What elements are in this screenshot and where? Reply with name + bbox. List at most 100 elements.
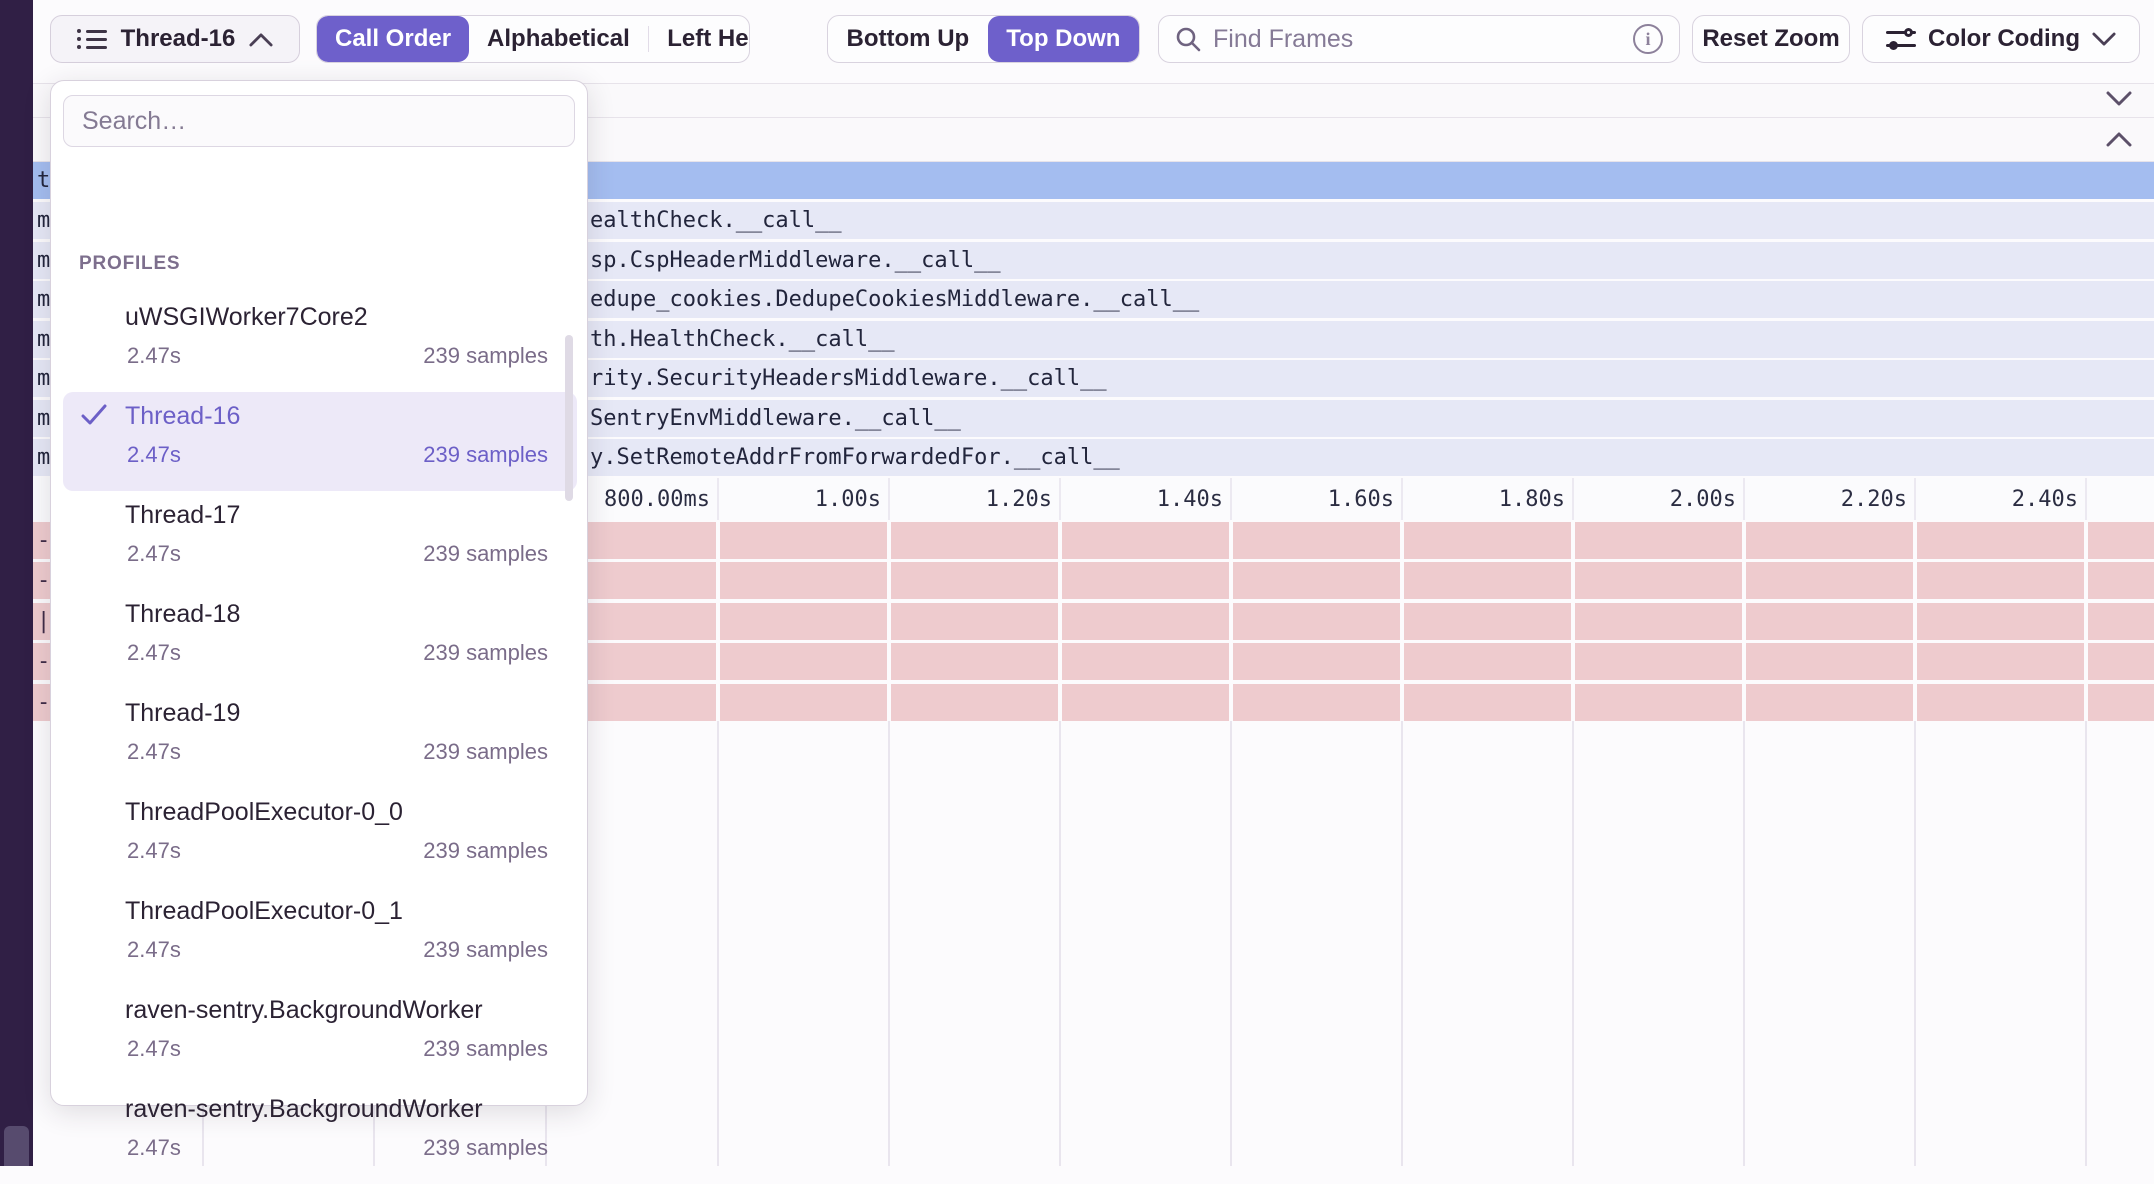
pink-row-separator xyxy=(1742,522,1746,721)
time-gridline xyxy=(1059,721,1061,1166)
thread-selector-button[interactable]: Thread-16 xyxy=(50,15,300,63)
frame-function-name: th.HealthCheck.__call__ xyxy=(590,327,895,352)
time-gridline xyxy=(2085,721,2087,1166)
chevron-down-icon[interactable] xyxy=(2106,91,2132,107)
dropdown-scrollbar-thumb[interactable] xyxy=(565,335,573,501)
time-axis-label: 1.60s xyxy=(1327,487,1394,512)
thread-option-samples: 239 samples xyxy=(423,1135,548,1160)
thread-option-duration: 2.47s xyxy=(127,640,181,665)
thread-option-raven-sentry.backgroundworker[interactable]: raven-sentry.BackgroundWorker 2.47s 239 sa… xyxy=(63,986,577,1085)
pink-row-separator xyxy=(2084,522,2088,721)
info-icon[interactable]: i xyxy=(1633,24,1663,54)
pink-row-separator xyxy=(1913,522,1917,721)
find-frames-input[interactable]: Find Frames i xyxy=(1158,15,1680,63)
frame-text-fragment: - xyxy=(37,649,51,674)
frame-text-fragment: m xyxy=(37,406,51,431)
thread-option-samples: 239 samples xyxy=(423,838,548,863)
thread-option-thread-18[interactable]: Thread-18 2.47s 239 samples xyxy=(63,590,577,689)
time-axis-label: 1.00s xyxy=(814,487,881,512)
thread-option-samples: 239 samples xyxy=(423,1036,548,1061)
time-gridline xyxy=(1230,721,1232,1166)
time-axis-tick xyxy=(1914,478,1916,520)
frame-text-fragment: t xyxy=(37,168,51,193)
thread-option-name: raven-sentry.BackgroundWorker xyxy=(125,996,483,1024)
thread-option-raven-sentry.backgroundworker[interactable]: raven-sentry.BackgroundWorker 2.47s 239 sa… xyxy=(63,1085,577,1184)
pink-row-separator xyxy=(887,522,891,721)
frame-text-fragment: m xyxy=(37,248,51,273)
frame-text-fragment: - xyxy=(37,528,51,553)
thread-option-samples: 239 samples xyxy=(423,442,548,467)
time-axis-tick xyxy=(1401,478,1403,520)
thread-option-threadpoolexecutor-0_1[interactable]: ThreadPoolExecutor-0_1 2.47s 239 samples xyxy=(63,887,577,986)
thread-option-duration: 2.47s xyxy=(127,1036,181,1061)
dropdown-search-input[interactable]: Search… xyxy=(63,95,575,147)
thread-option-name: Thread-18 xyxy=(125,600,241,628)
color-coding-label: Color Coding xyxy=(1928,25,2080,52)
segment-option-alphabetical[interactable]: Alphabetical xyxy=(469,16,648,62)
left-sidebar-strip xyxy=(0,0,33,1166)
segment-option-left-heavy[interactable]: Left Heavy xyxy=(649,16,749,62)
thread-option-name: Thread-19 xyxy=(125,699,241,727)
dropdown-search-placeholder: Search… xyxy=(82,106,187,135)
thread-option-samples: 239 samples xyxy=(423,640,548,665)
frame-text-fragment: m xyxy=(37,445,51,470)
time-gridline xyxy=(1401,721,1403,1166)
segment-option-top-down[interactable]: Top Down xyxy=(987,16,1139,62)
chevron-down-icon xyxy=(2092,32,2116,45)
thread-option-samples: 239 samples xyxy=(423,541,548,566)
find-frames-placeholder: Find Frames xyxy=(1213,24,1354,53)
frame-text-fragment: m xyxy=(37,366,51,391)
frame-function-name: sp.CspHeaderMiddleware.__call__ xyxy=(590,248,1001,273)
thread-option-name: ThreadPoolExecutor-0_0 xyxy=(125,798,403,826)
thread-option-threadpoolexecutor-0_0[interactable]: ThreadPoolExecutor-0_0 2.47s 239 samples xyxy=(63,788,577,887)
chevron-up-icon xyxy=(249,33,273,46)
time-gridline xyxy=(1914,721,1916,1166)
segment-option-call-order[interactable]: Call Order xyxy=(317,16,470,62)
time-axis-tick xyxy=(717,478,719,520)
frame-function-name: y.SetRemoteAddrFromForwardedFor.__call__ xyxy=(590,445,1120,470)
segment-option-bottom-up[interactable]: Bottom Up xyxy=(828,16,988,62)
segment-divider xyxy=(647,26,650,52)
thread-option-name: Thread-17 xyxy=(125,501,241,529)
thread-option-duration: 2.47s xyxy=(127,343,181,368)
thread-option-name: ThreadPoolExecutor-0_1 xyxy=(125,897,403,925)
pink-row-separator xyxy=(1058,522,1062,721)
thread-list-icon xyxy=(76,29,107,49)
frame-function-name: SentryEnvMiddleware.__call__ xyxy=(590,406,961,431)
time-gridline xyxy=(717,721,719,1166)
thread-list: uWSGIWorker7Core2 2.47s 239 samples Thread-… xyxy=(63,293,577,1184)
thread-option-thread-16[interactable]: Thread-16 2.47s 239 samples xyxy=(63,392,577,491)
thread-option-thread-19[interactable]: Thread-19 2.47s 239 samples xyxy=(63,689,577,788)
thread-dropdown-panel: Search… PROFILES uWSGIWorker7Core2 2.47s 2… xyxy=(50,80,588,1160)
thread-option-name: uWSGIWorker7Core2 xyxy=(125,303,368,331)
pink-row-separator xyxy=(1571,522,1575,721)
color-coding-button[interactable]: Color Coding xyxy=(1862,15,2140,63)
thread-option-samples: 239 samples xyxy=(423,343,548,368)
frame-text-fragment: m xyxy=(37,287,51,312)
frame-function-name: edupe_cookies.DedupeCookiesMiddleware.__… xyxy=(590,287,1200,312)
time-gridline xyxy=(1572,721,1574,1166)
thread-option-uwsgiworker7core2[interactable]: uWSGIWorker7Core2 2.47s 239 samples xyxy=(63,293,577,392)
time-axis-label: 1.40s xyxy=(1156,487,1223,512)
reset-zoom-button[interactable]: Reset Zoom xyxy=(1692,15,1850,63)
thread-option-duration: 2.47s xyxy=(127,739,181,764)
thread-option-duration: 2.47s xyxy=(127,937,181,962)
time-gridline xyxy=(1743,721,1745,1166)
thread-option-name: Thread-16 xyxy=(125,402,241,430)
frame-text-fragment: - xyxy=(37,690,51,715)
sidebar-scrollbar-thumb[interactable] xyxy=(4,1126,29,1166)
time-axis-tick xyxy=(1059,478,1061,520)
time-axis-label: 800.00ms xyxy=(604,487,710,512)
time-axis-label: 1.20s xyxy=(985,487,1052,512)
time-axis-tick xyxy=(1572,478,1574,520)
chevron-up-icon[interactable] xyxy=(2106,131,2132,147)
thread-option-duration: 2.47s xyxy=(127,1135,181,1160)
time-axis-label: 2.40s xyxy=(2011,487,2078,512)
thread-option-duration: 2.47s xyxy=(127,541,181,566)
time-axis-tick xyxy=(1743,478,1745,520)
search-icon xyxy=(1176,27,1201,52)
time-axis-label: 2.00s xyxy=(1669,487,1736,512)
thread-option-thread-17[interactable]: Thread-17 2.47s 239 samples xyxy=(63,491,577,590)
sliders-icon xyxy=(1886,28,1917,50)
